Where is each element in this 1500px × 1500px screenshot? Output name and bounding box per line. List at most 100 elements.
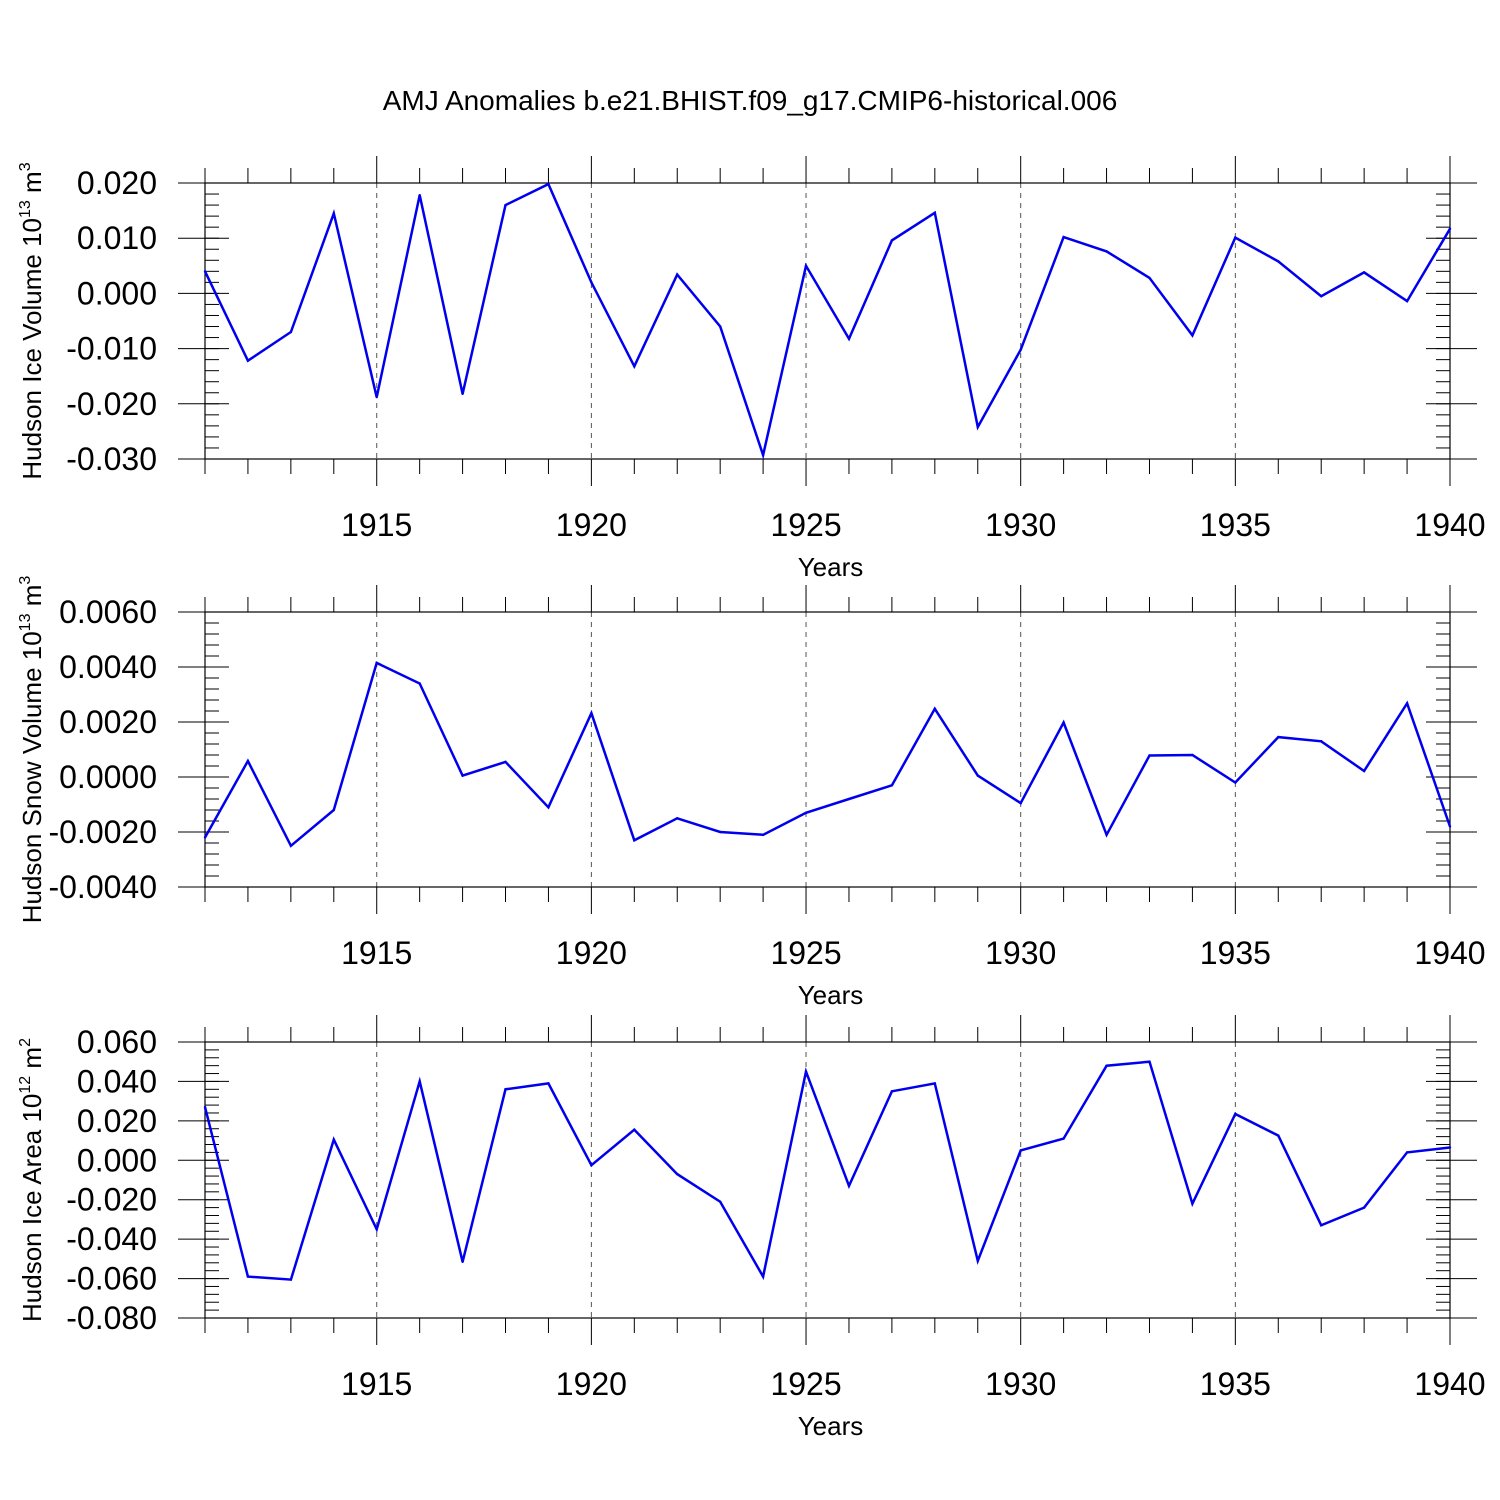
data-point (375, 395, 378, 399)
y-tick-label: -0.080 (66, 1300, 157, 1336)
data-point (1362, 1206, 1366, 1209)
series-line (203, 1060, 1451, 1281)
data-point (1191, 1202, 1194, 1205)
y-tick-label: 0.0020 (59, 704, 157, 740)
y-axis-label-exponent: 12 (17, 1076, 34, 1094)
data-point (890, 239, 894, 242)
data-point (1448, 825, 1452, 828)
y-axis-label-exponent: 13 (17, 613, 34, 631)
y-axis-label: Hudson Snow Volume 1013 m3 (17, 576, 47, 924)
y-tick-label: 0.000 (77, 275, 157, 311)
series-line (203, 661, 1452, 848)
y-tick-label: -0.020 (66, 1182, 157, 1218)
y-axis-label-unit-exponent: 2 (17, 1038, 34, 1047)
y-axis-label-exponent: 13 (17, 200, 34, 218)
data-point (203, 270, 207, 273)
x-tick-label: 1940 (1414, 935, 1485, 971)
data-point (890, 1090, 894, 1093)
data-point (1105, 1064, 1108, 1067)
data-point (203, 1105, 207, 1109)
data-point (547, 806, 550, 809)
y-axis-label-main: Hudson Ice Area 10 (17, 1094, 47, 1322)
data-point (633, 1128, 636, 1131)
x-tick-label: 1915 (341, 935, 412, 971)
data-point (418, 682, 421, 685)
x-tick-label: 1935 (1200, 1366, 1271, 1402)
y-axis-label-main: Hudson Ice Volume 10 (17, 218, 47, 480)
y-axis-label: Hudson Ice Volume 1013 m3 (17, 162, 47, 479)
plot-frame (204, 611, 1451, 888)
data-point (461, 1260, 464, 1264)
panel-1: 1915 1920 1925 1930 1935 1940 Years 0.020 0.010 0… (17, 156, 1486, 582)
panel-2: 1915 1920 1925 1930 1935 1940 Years 0.0060 0.004… (17, 576, 1486, 1010)
data-point (289, 844, 293, 847)
data-point (933, 707, 937, 710)
data-point (1234, 781, 1237, 784)
data-point (1105, 833, 1108, 836)
data-point (890, 784, 894, 787)
data-point (933, 211, 937, 215)
y-tick-label: 0.040 (77, 1063, 157, 1099)
data-point (547, 1082, 550, 1085)
x-tick-label: 1925 (770, 1366, 841, 1402)
data-point (1234, 236, 1237, 239)
data-point (976, 1259, 979, 1263)
data-point (847, 337, 851, 340)
data-point (1062, 1137, 1065, 1140)
x-tick-label: 1925 (770, 935, 841, 971)
plot-frame (204, 182, 1451, 460)
data-point (847, 1184, 851, 1188)
data-point (804, 811, 808, 814)
data-point (1320, 294, 1323, 298)
data-point (289, 330, 293, 334)
data-point (590, 281, 593, 284)
data-point (1277, 260, 1280, 263)
x-tick-label: 1940 (1414, 507, 1485, 543)
y-tick-label: 0.020 (77, 165, 157, 201)
data-point (1277, 735, 1280, 739)
data-point (375, 661, 378, 665)
data-point (761, 453, 765, 457)
data-point (1405, 1151, 1409, 1154)
y-axis-label: Hudson Ice Area 1012 m2 (17, 1038, 47, 1322)
y-tick-label: 0.060 (77, 1024, 157, 1060)
data-point (761, 1275, 765, 1278)
data-point (461, 774, 464, 777)
data-point (1277, 1134, 1280, 1137)
y-tick-label: 0.010 (77, 220, 157, 256)
data-point (1448, 227, 1452, 231)
data-point (804, 1070, 808, 1073)
data-point (1019, 348, 1022, 351)
data-point (1320, 740, 1323, 743)
data-point (418, 1080, 421, 1083)
plot-frame (204, 1041, 1451, 1319)
data-point (633, 839, 636, 842)
data-point (1191, 753, 1194, 757)
y-axis-label-unit-exponent: 3 (17, 576, 34, 585)
data-point (504, 203, 507, 207)
x-tick-label: 1920 (556, 1366, 627, 1402)
data-point (461, 392, 464, 396)
data-point (246, 1275, 250, 1278)
data-point (1019, 1149, 1022, 1152)
y-axis-label-main: Hudson Snow Volume 10 (17, 631, 47, 923)
y-tick-label: 0.0040 (59, 649, 157, 685)
data-point (375, 1228, 378, 1231)
data-point (676, 1172, 679, 1176)
series-line (203, 182, 1452, 460)
x-tick-label: 1940 (1414, 1366, 1485, 1402)
data-point (332, 808, 335, 812)
x-tick-label: 1920 (556, 507, 627, 543)
y-tick-label: -0.0040 (48, 869, 157, 905)
data-point (1019, 801, 1022, 805)
panels: 1915 1920 1925 1930 1935 1940 Years 0.020 0.010 0… (17, 156, 1486, 1441)
data-point (933, 1082, 937, 1085)
y-tick-label: -0.040 (66, 1221, 157, 1257)
data-point (676, 273, 679, 276)
data-point (547, 182, 550, 186)
y-tick-label: 0.000 (77, 1142, 157, 1178)
y-tick-label: -0.020 (66, 386, 157, 422)
data-point (1234, 1112, 1237, 1116)
